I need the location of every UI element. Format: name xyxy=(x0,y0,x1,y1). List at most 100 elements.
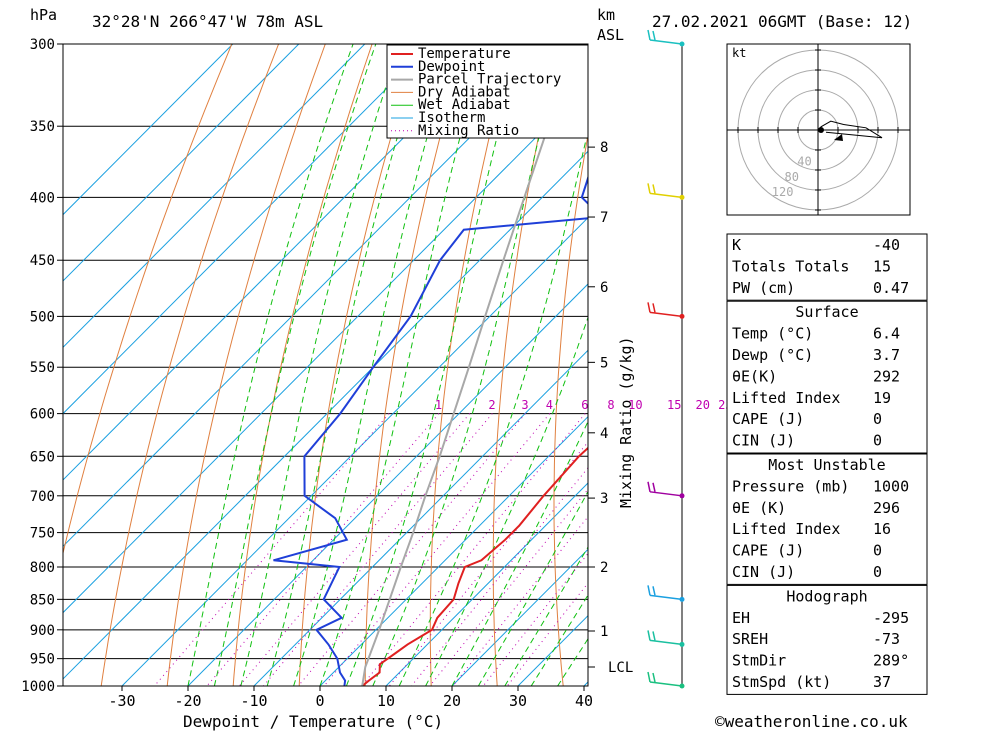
index-label: PW (cm) xyxy=(732,279,795,297)
temperature-tick-label: -20 xyxy=(174,692,201,710)
pressure-tick-label: 650 xyxy=(30,449,55,465)
index-label: K xyxy=(732,236,741,254)
index-value: 3.7 xyxy=(873,346,900,364)
isotherm-line xyxy=(63,44,234,216)
hodograph-ring-label: 80 xyxy=(785,170,799,184)
temperature-tick-label: 0 xyxy=(315,692,324,710)
index-value: -73 xyxy=(873,630,900,648)
isotherm-line xyxy=(385,482,588,686)
legend-entry: Isotherm xyxy=(418,110,485,126)
index-value: 16 xyxy=(873,520,891,538)
hodograph-trace xyxy=(817,120,883,139)
wind-barb-icon xyxy=(649,39,683,45)
index-value: -295 xyxy=(873,609,909,627)
dry-adiabat-line xyxy=(63,44,233,556)
index-label: Lifted Index xyxy=(732,520,840,538)
wind-barb-icon xyxy=(649,681,683,687)
mixing-ratio-line xyxy=(154,413,390,686)
wind-barb-icon xyxy=(652,631,656,641)
hodograph-unit: kt xyxy=(732,46,746,60)
legend-entry: Wet Adiabat xyxy=(418,97,511,113)
wind-profile xyxy=(647,29,685,689)
temperature-tick-label: 20 xyxy=(443,692,461,710)
index-label: Lifted Index xyxy=(732,389,840,407)
datetime-title: 27.02.2021 06GMT (Base: 12) xyxy=(652,12,912,31)
pressure-tick-label: 550 xyxy=(30,360,55,376)
legend-entry: Mixing Ratio xyxy=(418,123,519,139)
mixing-ratio-line xyxy=(239,413,471,686)
wind-barb-icon xyxy=(647,481,651,492)
index-label: CIN (J) xyxy=(732,432,795,450)
x-axis-label: Dewpoint / Temperature (°C) xyxy=(183,712,443,731)
wet-adiabat-line xyxy=(345,44,522,686)
index-value: 19 xyxy=(873,389,891,407)
isotherm-line xyxy=(121,216,588,686)
wind-barb-icon xyxy=(652,672,656,683)
height-tick-label: 7 xyxy=(600,210,608,226)
dry-adiabat-line xyxy=(166,44,326,686)
index-label: SREH xyxy=(732,630,768,648)
hodograph_block-box xyxy=(726,584,928,695)
isotherm-line xyxy=(63,84,588,614)
index-value: -40 xyxy=(873,236,900,254)
mixing-ratio-label: 2 xyxy=(488,398,495,412)
mixing-ratio-axis-label: Mixing Ratio (g/kg) xyxy=(617,336,635,508)
dry-adiabat-line xyxy=(232,44,373,686)
legend-entry: Dry Adiabat xyxy=(418,84,511,100)
mixing-ratio-label: 3 xyxy=(521,398,528,412)
height-tick-label: LCL xyxy=(608,660,633,676)
temperature-tick-label: -30 xyxy=(108,692,135,710)
height-tick-label: 1 xyxy=(600,624,608,640)
pressure-tick-label: 900 xyxy=(30,623,55,639)
wind-barb-icon xyxy=(652,303,656,313)
index-label: Pressure (mb) xyxy=(732,477,849,495)
wind-barb-icon xyxy=(649,491,683,497)
height-tick-label: 5 xyxy=(600,355,608,371)
temperature-tick-label: 10 xyxy=(377,692,395,710)
copyright-text: ©weatheronline.co.uk xyxy=(715,712,908,731)
wet-adiabat-line xyxy=(187,44,354,686)
wet-adiabat-line xyxy=(372,44,563,686)
height-tick-label: 2 xyxy=(600,560,608,576)
index-value: 37 xyxy=(873,673,891,691)
temperature-tick-label: 40 xyxy=(575,692,593,710)
storm-motion-icon xyxy=(834,134,843,141)
profile-lines xyxy=(273,44,588,686)
pressure-tick-label: 950 xyxy=(30,652,55,668)
height-tick-label: 6 xyxy=(600,280,608,296)
hodograph-origin xyxy=(818,127,824,133)
index-label: CAPE (J) xyxy=(732,542,804,560)
wind-barb-icon xyxy=(652,482,656,492)
index-value: 0 xyxy=(873,542,882,560)
dry-adiabat-line xyxy=(980,44,1000,686)
pressure-tick-label: 500 xyxy=(30,309,55,325)
wind-barb-icon xyxy=(649,594,683,601)
pressure-tick-label: 750 xyxy=(30,526,55,542)
hodograph_block-title: Hodograph xyxy=(786,587,867,605)
legend-entry: Parcel Trajectory xyxy=(418,72,561,88)
mixing-ratio-label: 4 xyxy=(546,398,553,412)
dry-adiabat-line xyxy=(492,44,560,686)
pressure-tick-label: 700 xyxy=(30,489,55,505)
wet-adiabat-line xyxy=(319,44,487,686)
wet-adiabat-line xyxy=(293,44,455,686)
wet-adiabat-line xyxy=(213,44,377,686)
dry-adiabat-line xyxy=(429,44,513,686)
index-label: θE (K) xyxy=(732,499,786,517)
mixing-ratio-line xyxy=(263,413,493,686)
mixing-ratio-label: 10 xyxy=(628,398,642,412)
pressure-tick-label: 400 xyxy=(30,190,55,206)
surface-box xyxy=(726,300,928,454)
mixing-ratio-line xyxy=(506,582,588,686)
index-label: CIN (J) xyxy=(732,563,795,581)
mixing-ratio-label: 6 xyxy=(581,398,588,412)
isotherm-line xyxy=(63,44,300,282)
surface-title: Surface xyxy=(795,303,858,321)
wind-barb-icon xyxy=(647,29,651,41)
location-title: 32°28'N 266°47'W 78m ASL xyxy=(92,12,323,31)
isotherm-line xyxy=(63,44,432,415)
isotherm-line xyxy=(63,44,366,349)
index-label: StmDir xyxy=(732,652,786,670)
